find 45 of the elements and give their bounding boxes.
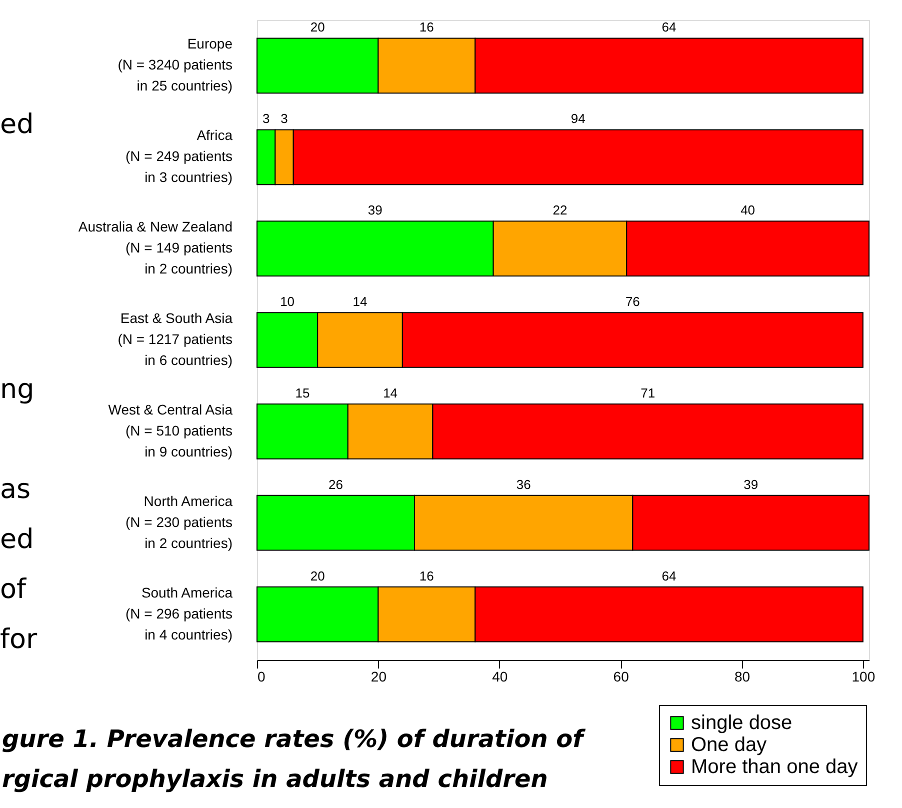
data-label: 14 [352, 294, 368, 309]
y-tick-label: East & South Asia (N = 1217 patients in 6 countries) [118, 310, 233, 368]
x-tick-label: 40 [492, 668, 508, 684]
x-tick-label: 20 [370, 668, 387, 684]
data-label: 76 [625, 294, 640, 309]
text: for [0, 624, 38, 655]
y-tick-label: North America (N = 230 patients in 2 countries) [125, 492, 233, 551]
y-tick-label: Africa (N = 249 patients in 3 countries) [125, 127, 233, 186]
text: ed [0, 109, 34, 140]
y-tick-label: West & Central Asia (N = 510 patients in 9 countries) [108, 401, 233, 460]
text: ng [0, 374, 34, 405]
data-label: 39 [368, 202, 382, 218]
data-label: 20 [310, 568, 325, 584]
data-label: 39 [744, 476, 758, 492]
data-label: 40 [740, 202, 756, 218]
y-tick-label: Australia & New Zealand (N = 149 patients in 2 countries) [78, 218, 232, 277]
x-tick-label: 100 [852, 668, 876, 684]
text: of [0, 574, 28, 605]
data-label: 64 [662, 20, 676, 35]
data-label: 71 [640, 385, 656, 400]
data-label: 16 [419, 568, 434, 584]
data-label: 20 [310, 20, 325, 35]
data-label: 3 [280, 111, 288, 126]
data-label: 15 [295, 385, 310, 400]
legend-label: More than one day [691, 756, 858, 778]
text: rgical prophylaxis in adults and children [2, 765, 548, 793]
data-label: 14 [383, 385, 398, 400]
data-label: 64 [662, 568, 676, 584]
data-label: 16 [419, 20, 434, 35]
legend-label: One day [691, 734, 767, 756]
data-label: 3 [262, 111, 270, 126]
data-label: 36 [516, 476, 531, 492]
y-tick-label: Europe (N = 3240 patients in 25 countries) [118, 36, 233, 94]
data-label: 22 [552, 202, 568, 218]
data-label: 26 [328, 476, 344, 492]
x-tick-label: 60 [613, 668, 630, 684]
text: ed [0, 524, 34, 555]
data-label: 10 [280, 294, 295, 309]
text: gure 1. Prevalence rates (%) of duration of [2, 725, 586, 753]
y-tick-label: South America (N = 296 patients in 4 countries) [125, 584, 233, 642]
x-tick-label: 0 [258, 668, 266, 684]
x-tick-label: 80 [734, 668, 750, 684]
text: as [0, 474, 31, 505]
data-label: 94 [570, 111, 586, 126]
legend-label: single dose [691, 712, 792, 734]
